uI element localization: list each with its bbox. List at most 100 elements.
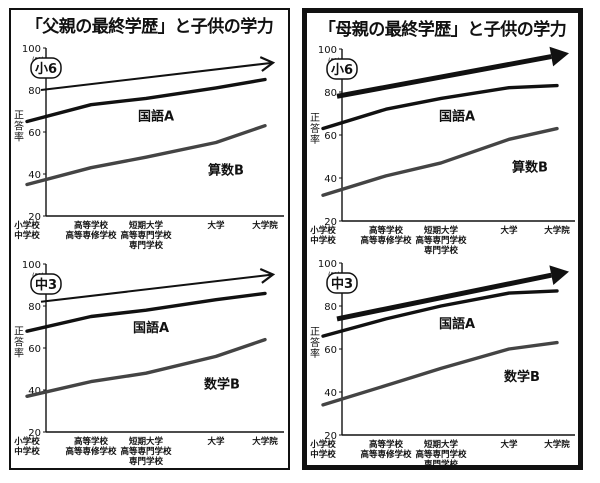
x-tick-label: 大学院 — [544, 225, 570, 236]
grade-badge-label: 小6 — [35, 62, 57, 77]
y-tick-label: 100 — [22, 260, 41, 271]
x-tick-label: 専門学校 — [129, 456, 164, 467]
y-tick-label: 40 — [28, 386, 41, 397]
grade-badge — [326, 272, 358, 294]
y-tick-label: 20 — [28, 212, 41, 223]
grade-badge-label: 中3 — [331, 276, 353, 292]
trend-arrow-head — [549, 265, 569, 285]
grade-badge-label: 中3 — [35, 277, 57, 293]
y-tick-label: 80 — [28, 86, 41, 97]
x-tick-label: 専門学校 — [129, 240, 164, 251]
x-tick-label: 小学校 — [309, 439, 336, 450]
series-line-kokugo-a — [321, 289, 559, 338]
series-label: 国語A — [138, 108, 174, 124]
y-axis-label: 率 — [14, 131, 24, 144]
y-axis-label: 正 — [310, 113, 320, 124]
series-line-kokugo-a — [25, 77, 267, 124]
chart-left-0: 20406080100(%)正答率小学校中学校高等学校高等専修学校短期大学高等専… — [13, 44, 284, 251]
x-tick-label: 専門学校 — [424, 245, 459, 256]
y-axis-label: 答 — [310, 336, 320, 349]
y-tick-label: 60 — [324, 131, 337, 142]
x-tick-label: 大学院 — [252, 436, 278, 447]
y-axis-label: 正 — [310, 327, 320, 338]
x-tick-label: 中学校 — [14, 446, 40, 457]
trend-arrow-head — [549, 46, 569, 67]
father-education-panel: 「父親の最終学歴」と子供の学力 20406080100(%)正答率小学校中学校高… — [9, 8, 290, 470]
x-tick-label: 高等専門学校 — [120, 446, 172, 457]
y-axis-label: 正 — [14, 111, 24, 122]
series-line-kokugo-a — [321, 83, 559, 131]
grade-badge-label: 小6 — [331, 63, 353, 78]
x-tick-label: 高等学校 — [74, 436, 109, 447]
x-tick-label: 短期大学 — [129, 220, 164, 231]
y-tick-label: 60 — [28, 344, 41, 355]
series-label: 算数B — [512, 159, 548, 175]
x-tick-label: 中学校 — [310, 449, 336, 460]
x-tick-label: 中学校 — [310, 235, 336, 246]
y-tick-label: 100 — [318, 259, 337, 270]
x-tick-label: 大学院 — [544, 439, 570, 450]
trend-arrow-head — [259, 56, 276, 72]
panel-title: 「父親の最終学歴」と子供の学力 — [25, 17, 274, 37]
x-tick-label: 大学院 — [252, 220, 278, 231]
series-line-kokugo-a — [25, 291, 267, 333]
y-tick-label: 60 — [324, 345, 337, 356]
grade-badge — [326, 58, 358, 80]
x-tick-label: 小学校 — [13, 220, 40, 231]
x-tick-label: 高等専門学校 — [415, 449, 467, 460]
trend-arrow-head — [259, 267, 276, 284]
trend-arrow — [336, 54, 552, 99]
x-tick-label: 高等専修学校 — [360, 235, 412, 246]
x-tick-label: 小学校 — [13, 436, 40, 447]
chart-right-1: 20406080100(%)正答率小学校中学校高等学校高等専修学校短期大学高等専… — [309, 259, 575, 470]
grade-badge — [30, 273, 62, 295]
y-axis-label: 答 — [14, 120, 24, 133]
y-axis-label: 答 — [14, 336, 24, 349]
chart-right-0: 20406080100(%)正答率小学校中学校高等学校高等専修学校短期大学高等専… — [309, 45, 575, 256]
x-tick-label: 高等専修学校 — [65, 230, 117, 241]
y-axis-label: 率 — [310, 133, 320, 146]
y-tick-label: 20 — [324, 431, 337, 442]
x-tick-label: 専門学校 — [424, 459, 459, 470]
mother-education-panel: 「母親の最終学歴」と子供の学力 20406080100(%)正答率小学校中学校高… — [302, 8, 583, 470]
series-label: 国語A — [439, 108, 475, 124]
y-tick-label: 80 — [324, 88, 337, 99]
mother-education-charts: 20406080100(%)正答率小学校中学校高等学校高等専修学校短期大学高等専… — [309, 45, 575, 470]
x-tick-label: 高等専門学校 — [120, 230, 172, 241]
trend-arrow — [336, 272, 552, 322]
x-tick-label: 大学 — [207, 220, 225, 231]
x-tick-label: 短期大学 — [424, 439, 459, 450]
x-tick-label: 高等専修学校 — [360, 449, 412, 460]
y-tick-label: 40 — [324, 174, 337, 185]
x-tick-label: 大学 — [500, 439, 518, 450]
x-tick-label: 高等学校 — [74, 220, 109, 231]
x-tick-label: 短期大学 — [129, 436, 164, 447]
y-tick-label: 40 — [28, 170, 41, 181]
y-tick-label: 40 — [324, 388, 337, 399]
x-tick-label: 高等学校 — [369, 225, 404, 236]
series-line-math-b — [321, 340, 559, 407]
series-line-math-b — [25, 123, 267, 187]
x-tick-label: 高等専門学校 — [415, 235, 467, 246]
panel-title: 「母親の最終学歴」と子供の学力 — [318, 20, 567, 40]
series-label: 算数B — [208, 163, 244, 179]
x-tick-label: 大学 — [207, 436, 225, 447]
y-axis-label: 率 — [14, 347, 24, 360]
y-tick-label: 20 — [324, 217, 337, 228]
series-label: 国語A — [133, 320, 169, 336]
trend-arrow — [40, 273, 274, 303]
y-axis-label: 正 — [14, 327, 24, 338]
y-axis-label: 答 — [310, 122, 320, 135]
series-label: 数学B — [504, 369, 540, 385]
y-tick-label: 20 — [28, 428, 41, 439]
father-education-charts: 20406080100(%)正答率小学校中学校高等学校高等専修学校短期大学高等専… — [13, 44, 284, 467]
x-tick-label: 高等学校 — [369, 439, 404, 450]
y-tick-label: 80 — [28, 302, 41, 313]
trend-arrow — [40, 61, 274, 91]
chart-left-1: 20406080100(%)正答率小学校中学校高等学校高等専修学校短期大学高等専… — [13, 260, 284, 467]
y-tick-label: 100 — [318, 45, 337, 56]
y-tick-label: 100 — [22, 44, 41, 55]
series-line-math-b — [321, 126, 559, 197]
x-tick-label: 高等専修学校 — [65, 446, 117, 457]
x-tick-label: 大学 — [500, 225, 518, 236]
